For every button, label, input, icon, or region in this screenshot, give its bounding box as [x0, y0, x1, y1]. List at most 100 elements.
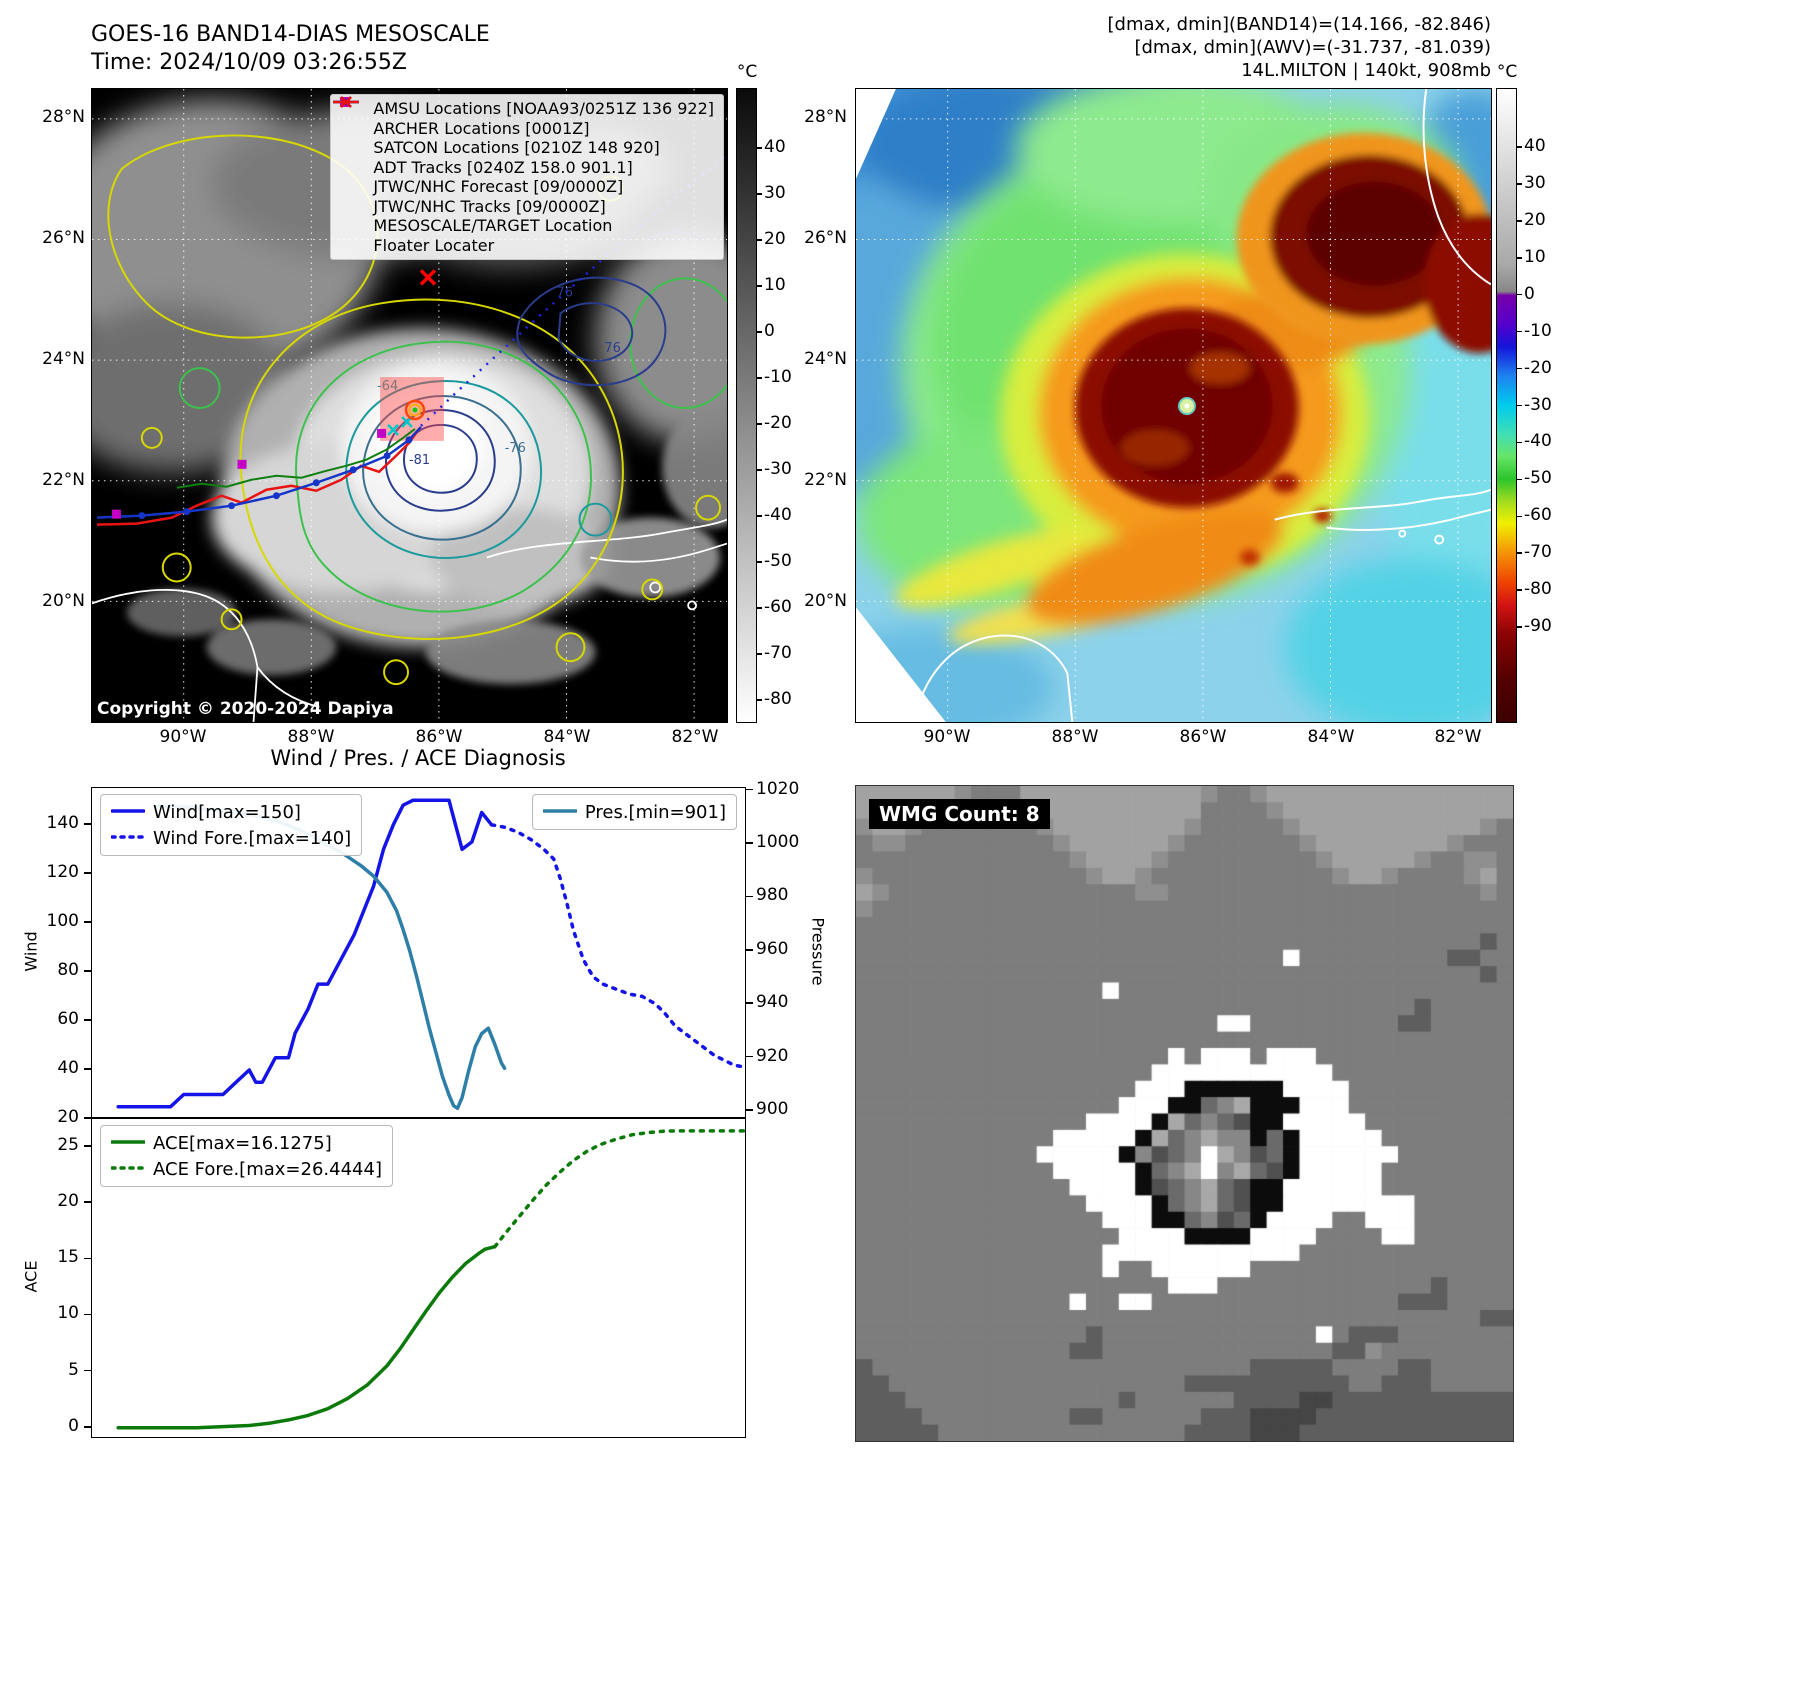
- axis-tick: [84, 872, 91, 874]
- chart-legend: Pres.[min=901]: [531, 794, 737, 830]
- axis-tick-label: 920: [756, 1045, 789, 1066]
- contour-label: -64: [377, 379, 398, 394]
- axis-tick: [84, 1313, 91, 1316]
- map-legend-label: SATCON Locations [0210Z 148 920]: [373, 138, 660, 158]
- colorbar-tick: [757, 377, 762, 379]
- colorbar-tick-label: -80: [1524, 579, 1552, 600]
- axis-tick: [84, 1019, 91, 1021]
- contours-yellow: [107, 134, 722, 686]
- lon-tick-label: 84°W: [1307, 727, 1355, 747]
- colorbar-tick-label: 40: [764, 136, 786, 157]
- wmg-grid-image: [855, 785, 1514, 1442]
- axis-tick: [746, 895, 753, 898]
- diagnosis-title: Wind / Pres. / ACE Diagnosis: [270, 746, 566, 770]
- dmax-dmin-awv-text: [dmax, dmin](AWV)=(-31.737, -81.039): [1134, 37, 1491, 58]
- colorbar-tick: [757, 147, 762, 149]
- band14-timestamp: Time: 2024/10/09 03:26:55Z: [91, 50, 407, 75]
- lon-tick-label: 86°W: [415, 727, 463, 747]
- colorbar-tick-label: -10: [1524, 320, 1552, 341]
- legend-line-sample-icon: [110, 1159, 146, 1180]
- lat-tick-label: 22°N: [804, 470, 847, 490]
- legend-line-sample-icon: [110, 802, 146, 823]
- colorbar-tick-label: -80: [764, 688, 792, 709]
- colorbar-tick-label: -10: [764, 366, 792, 387]
- colorbar-tick-label: 20: [764, 228, 786, 249]
- lat-tick-label: 26°N: [804, 228, 847, 248]
- legend-label: ACE[max=16.1275]: [153, 1132, 332, 1154]
- contour-label: 76: [604, 341, 620, 356]
- axis-tick-label: 40: [57, 1057, 79, 1078]
- lat-tick-label: 28°N: [804, 107, 847, 127]
- axis-tick: [84, 823, 91, 825]
- legend-entry: ACE[max=16.1275]: [110, 1130, 382, 1156]
- awv-colorbar: [1496, 88, 1517, 723]
- axis-tick-label: 960: [756, 938, 789, 959]
- lat-tick-label: 24°N: [42, 349, 85, 369]
- colorbar-tick-label: -20: [764, 412, 792, 433]
- axis-tick-label: 80: [57, 959, 79, 980]
- band14-colorbar: [736, 88, 757, 723]
- lat-tick-label: 28°N: [42, 107, 85, 127]
- colorbar-tick-label: 10: [1524, 246, 1546, 267]
- colorbar-tick: [757, 515, 762, 517]
- right-axis-label: Pressure: [808, 916, 828, 986]
- axis-tick-label: 20: [57, 1107, 79, 1127]
- colorbar-tick: [757, 193, 762, 195]
- map-legend: AMSU Locations [NOAA93/0251Z 136 922] ARC…: [330, 94, 724, 260]
- colorbar-tick: [757, 653, 762, 655]
- colorbar-tick-label: -50: [1524, 468, 1552, 489]
- colorbar-tick: [757, 239, 762, 241]
- axis-tick: [84, 1257, 91, 1260]
- map-legend-label: JTWC/NHC Forecast [09/0000Z]: [373, 177, 624, 197]
- legend-label: Pres.[min=901]: [584, 801, 726, 823]
- chart-legend: ACE[max=16.1275] ACE Fore.[max=26.4444]: [100, 1125, 393, 1187]
- contour-label: -76: [505, 441, 526, 456]
- axis-tick: [746, 949, 753, 951]
- lon-tick-label: 88°W: [287, 727, 335, 747]
- colorbar-tick-label: -60: [764, 596, 792, 617]
- series-line: [116, 1244, 497, 1430]
- colorbar-tick: [1517, 404, 1522, 407]
- target-x-marker: [419, 269, 437, 286]
- lat-tick-label: 24°N: [804, 349, 847, 369]
- contour-label: -81: [409, 453, 430, 468]
- jtwc-track: [96, 426, 422, 520]
- axis-tick: [84, 970, 91, 972]
- colorbar-tick-label: -40: [1524, 431, 1552, 452]
- series-line: [493, 1129, 747, 1249]
- map-legend-label: ADT Tracks [0240Z 158.0 901.1]: [373, 157, 633, 177]
- colorbar-unit-label: °C: [736, 62, 758, 82]
- left-axis-label: ACE: [21, 1260, 41, 1293]
- chart-canvas: [116, 1129, 747, 1430]
- axis-tick-label: 60: [57, 1008, 79, 1029]
- colorbar-tick: [757, 331, 762, 333]
- lat-tick-label: 20°N: [804, 591, 847, 611]
- axis-tick-label: 10: [57, 1303, 79, 1324]
- eye-dot: [1177, 397, 1196, 415]
- contour-label: 76: [557, 285, 573, 300]
- colorbar-tick: [1517, 552, 1522, 554]
- colorbar-tick-label: 20: [1524, 209, 1546, 230]
- axis-tick: [84, 921, 91, 923]
- axis-tick-label: 140: [46, 812, 79, 833]
- legend-entry: Pres.[min=901]: [542, 799, 726, 825]
- map-legend-entry: Floater Locater: [333, 100, 714, 256]
- axis-tick-label: 25: [57, 1135, 79, 1156]
- colorbar-tick-label: -40: [764, 504, 792, 525]
- wmg-count-label: WMG Count: 8: [869, 799, 1050, 829]
- colorbar-tick: [1517, 330, 1522, 333]
- axis-tick-label: 100: [46, 910, 79, 931]
- map-legend-label: ARCHER Locations [0001Z]: [373, 118, 590, 138]
- lon-tick-label: 82°W: [671, 727, 719, 747]
- map-legend-label: AMSU Locations [NOAA93/0251Z 136 922]: [373, 99, 714, 119]
- colorbar-tick-label: 10: [764, 274, 786, 295]
- axis-tick: [84, 1145, 91, 1147]
- colorbar-tick: [1517, 367, 1522, 370]
- series-line: [116, 798, 494, 1109]
- axis-tick-label: 1000: [756, 832, 800, 853]
- colorbar-tick: [1517, 589, 1522, 591]
- colorbar-tick: [1517, 146, 1522, 148]
- axis-tick: [84, 1201, 91, 1203]
- axis-tick-label: 940: [756, 992, 789, 1013]
- colorbar-tick-label: -70: [764, 642, 792, 663]
